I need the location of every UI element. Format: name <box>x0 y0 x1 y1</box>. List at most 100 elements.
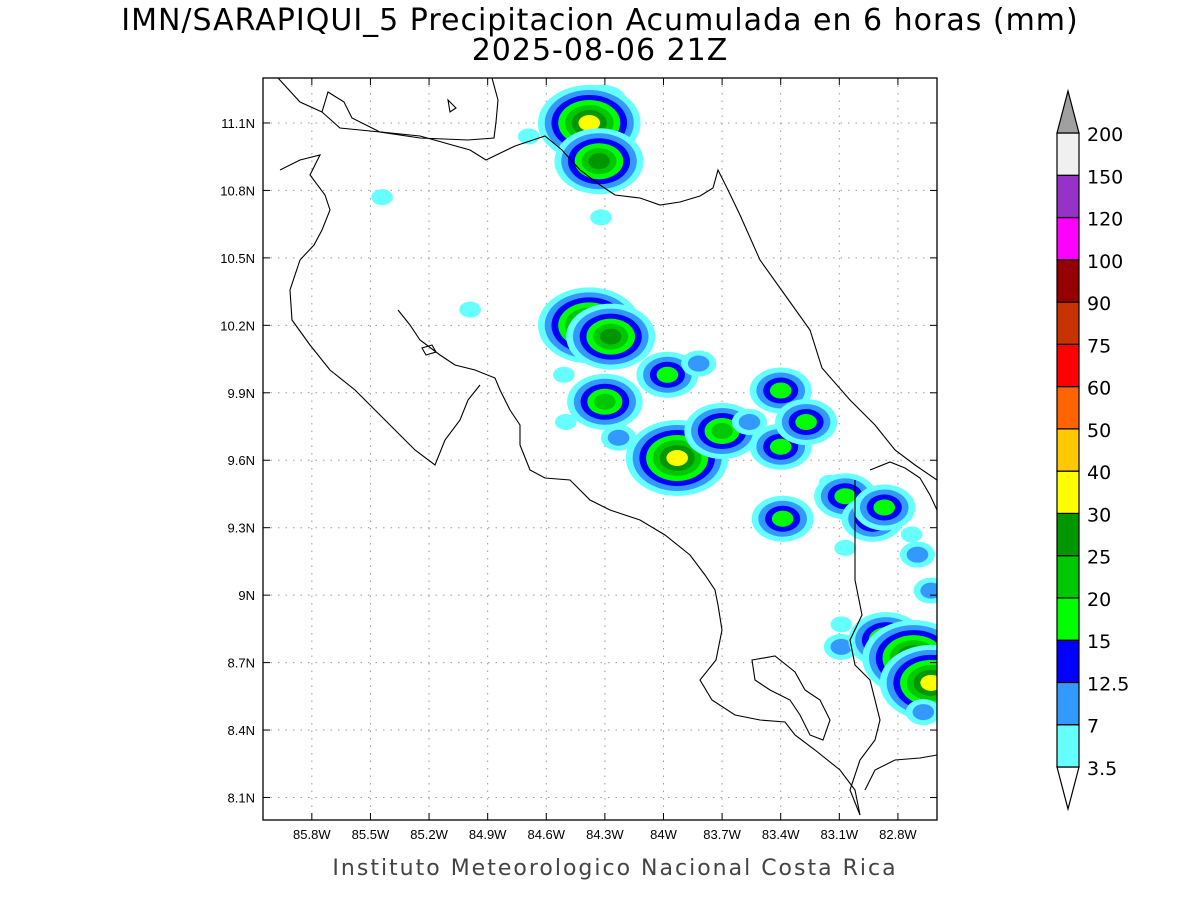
precip-contour <box>687 355 710 372</box>
precip-contour <box>555 414 577 431</box>
latitude-axis: 8.1N 8.4N 8.7N 9N 9.3N 9.6N 9.9N 10.2N 10.5N 10.8… <box>220 116 937 806</box>
lon-tick-label: 85.2W <box>410 827 448 842</box>
panama-border <box>849 480 881 816</box>
legend-label: 100 <box>1087 251 1123 273</box>
lat-tick-label: 9.6N <box>228 453 255 468</box>
precip-contour <box>588 153 610 170</box>
precipitation-field <box>371 84 937 726</box>
precip-contour <box>666 449 688 466</box>
legend-swatch <box>1056 343 1080 388</box>
legend-swatch <box>1056 174 1080 219</box>
legend-swatch <box>1056 639 1080 684</box>
precip-contour <box>594 393 616 410</box>
san-juan-river-border <box>321 111 714 206</box>
precip-cell <box>371 189 393 206</box>
legend-label: 200 <box>1087 124 1123 146</box>
precip-contour <box>900 526 923 543</box>
precip-contour <box>906 546 929 563</box>
precip-contour <box>459 301 481 318</box>
precip-contour <box>795 414 817 431</box>
precip-contour <box>834 539 856 556</box>
map-frame <box>262 77 938 821</box>
precip-cell <box>567 373 643 430</box>
precip-contour <box>769 382 792 399</box>
precip-cell <box>517 128 540 145</box>
legend-label: 60 <box>1087 378 1111 400</box>
precip-cell <box>590 209 612 226</box>
lat-tick-label: 10.2N <box>220 318 255 333</box>
precip-cell <box>601 424 637 451</box>
precip-contour <box>920 674 937 691</box>
chiriqui-coast <box>864 754 937 791</box>
lon-tick-label: 83.4W <box>762 827 800 842</box>
legend-label: 75 <box>1087 335 1111 357</box>
precip-contour <box>578 114 601 131</box>
legend-swatch <box>1056 428 1080 472</box>
chira-island <box>421 344 437 356</box>
precip-contour <box>599 328 622 345</box>
legend-swatch <box>1056 512 1080 557</box>
legend-swatch <box>1056 132 1080 176</box>
precip-contour <box>771 510 794 527</box>
coastline-borders <box>277 78 937 816</box>
lat-tick-label: 11.1N <box>221 116 255 131</box>
lon-tick-label: 82.8W <box>879 827 917 842</box>
legend-upper-arrow <box>1056 88 1080 134</box>
precip-contour <box>656 366 679 383</box>
lat-tick-label: 9N <box>238 588 255 603</box>
precip-contour <box>607 429 630 446</box>
precip-contour <box>830 638 853 655</box>
legend-label: 20 <box>1087 589 1111 611</box>
legend-swatch <box>1056 386 1080 430</box>
precip-contour <box>553 366 575 383</box>
legend-label: 150 <box>1087 166 1123 188</box>
legend-label: 7 <box>1087 716 1099 738</box>
lat-tick-label: 10.5N <box>220 251 255 266</box>
nicoya-gulf-coast <box>397 309 719 606</box>
legend-label: 40 <box>1087 462 1111 484</box>
lon-tick-label: 83.1W <box>821 827 859 842</box>
caribbean-coast-north <box>712 168 937 481</box>
precip-cell <box>775 399 838 446</box>
legend-lower-arrow <box>1056 766 1080 812</box>
legend-swatch <box>1056 681 1080 726</box>
lon-tick-label: 84.6W <box>527 827 565 842</box>
legend-swatch <box>1056 555 1080 599</box>
legend-label: 90 <box>1087 293 1111 315</box>
lat-tick-label: 8.7N <box>228 656 255 671</box>
precip-contour <box>912 704 935 721</box>
precip-contour <box>769 438 792 455</box>
legend-swatch <box>1056 301 1080 345</box>
precip-cell <box>553 366 575 383</box>
lat-tick-label: 9.3N <box>228 521 255 536</box>
legend-label: 12.5 <box>1087 673 1129 695</box>
legend-label: 30 <box>1087 504 1111 526</box>
precip-contour <box>371 189 393 206</box>
precip-contour <box>517 128 540 145</box>
precip-cell <box>555 414 577 431</box>
lon-tick-label: 85.5W <box>352 827 390 842</box>
precip-cell <box>731 409 768 436</box>
precip-cell <box>566 303 656 370</box>
precip-contour <box>590 209 612 226</box>
legend-swatch <box>1056 597 1080 641</box>
precip-cell <box>853 484 916 531</box>
precip-cell <box>830 616 853 633</box>
title-line-2: 2025-08-06 21Z <box>471 33 729 68</box>
lon-tick-label: 83.7W <box>703 827 741 842</box>
legend-swatch <box>1056 724 1080 768</box>
bocas-coast <box>869 461 937 511</box>
precip-cell <box>834 539 856 556</box>
precip-cell <box>905 699 937 726</box>
legend-swatch <box>1056 216 1080 261</box>
lon-tick-label: 85.8W <box>293 827 331 842</box>
lat-tick-label: 9.9N <box>228 386 255 401</box>
precip-contour <box>738 414 761 431</box>
legend-label: 120 <box>1087 209 1123 231</box>
osa-peninsula-coast <box>699 604 861 816</box>
precip-cell <box>459 301 481 318</box>
precip-contour <box>873 499 896 516</box>
precip-contour <box>711 423 733 440</box>
